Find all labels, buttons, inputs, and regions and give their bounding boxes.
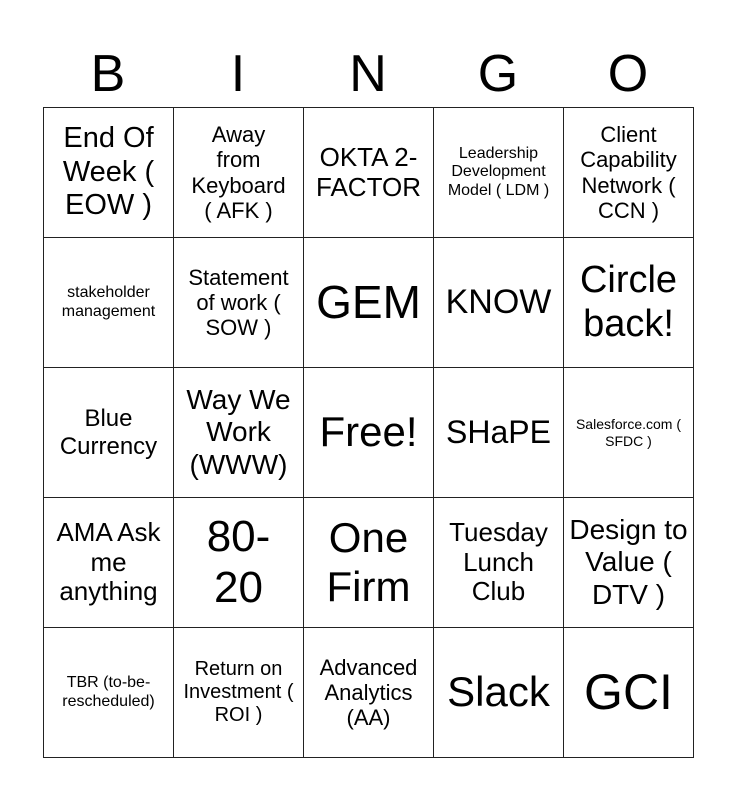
bingo-cell[interactable]: Way We Work (WWW) — [173, 367, 304, 498]
bingo-cell[interactable]: Slack — [433, 627, 564, 758]
header-letter-n: N — [349, 45, 387, 103]
bingo-cell[interactable]: Statement of work ( SOW ) — [173, 237, 304, 368]
bingo-cell[interactable]: Blue Currency — [43, 367, 174, 498]
grid-row: Blue Currency Way We Work (WWW) Free! SH… — [43, 367, 694, 498]
bingo-cell[interactable]: GEM — [303, 237, 434, 368]
header-letter-i: I — [230, 45, 246, 103]
bingo-cell[interactable]: TBR (to-be-rescheduled) — [43, 627, 174, 758]
bingo-cell[interactable]: Design to Value ( DTV ) — [563, 497, 694, 628]
grid-row: TBR (to-be-rescheduled) Return on Invest… — [43, 627, 694, 758]
grid-row: AMA Ask me anything 80-20 One Firm Tuesd… — [43, 497, 694, 628]
bingo-cell[interactable]: KNOW — [433, 237, 564, 368]
bingo-cell[interactable]: Advanced Analytics (AA) — [303, 627, 434, 758]
bingo-cell[interactable]: End Of Week ( EOW ) — [43, 107, 174, 238]
bingo-cell[interactable]: SHaPE — [433, 367, 564, 498]
header-letter-g: G — [477, 45, 519, 103]
bingo-cell[interactable]: Tuesday Lunch Club — [433, 497, 564, 628]
bingo-cell[interactable]: AMA Ask me anything — [43, 497, 174, 628]
header-letter-o: O — [607, 45, 649, 103]
header-letter-b: B — [90, 45, 126, 103]
bingo-cell[interactable]: Leadership Development Model ( LDM ) — [433, 107, 564, 238]
bingo-cell[interactable]: Salesforce.com ( SFDC ) — [563, 367, 694, 498]
bingo-cell[interactable]: OKTA 2-FACTOR — [303, 107, 434, 238]
grid-row: stakeholder management Statement of work… — [43, 237, 694, 368]
bingo-header: B I N G O — [43, 42, 693, 106]
bingo-cell[interactable]: stakeholder management — [43, 237, 174, 368]
bingo-cell[interactable]: Away from Keyboard ( AFK ) — [173, 107, 304, 238]
bingo-grid: End Of Week ( EOW ) Away from Keyboard (… — [43, 107, 694, 758]
bingo-cell[interactable]: Return on Investment ( ROI ) — [173, 627, 304, 758]
bingo-cell[interactable]: Circle back! — [563, 237, 694, 368]
bingo-cell[interactable]: Client Capability Network ( CCN ) — [563, 107, 694, 238]
bingo-cell[interactable]: GCI — [563, 627, 694, 758]
bingo-cell[interactable]: One Firm — [303, 497, 434, 628]
grid-row: End Of Week ( EOW ) Away from Keyboard (… — [43, 107, 694, 238]
bingo-cell free-space[interactable]: Free! — [303, 367, 434, 498]
bingo-cell[interactable]: 80-20 — [173, 497, 304, 628]
